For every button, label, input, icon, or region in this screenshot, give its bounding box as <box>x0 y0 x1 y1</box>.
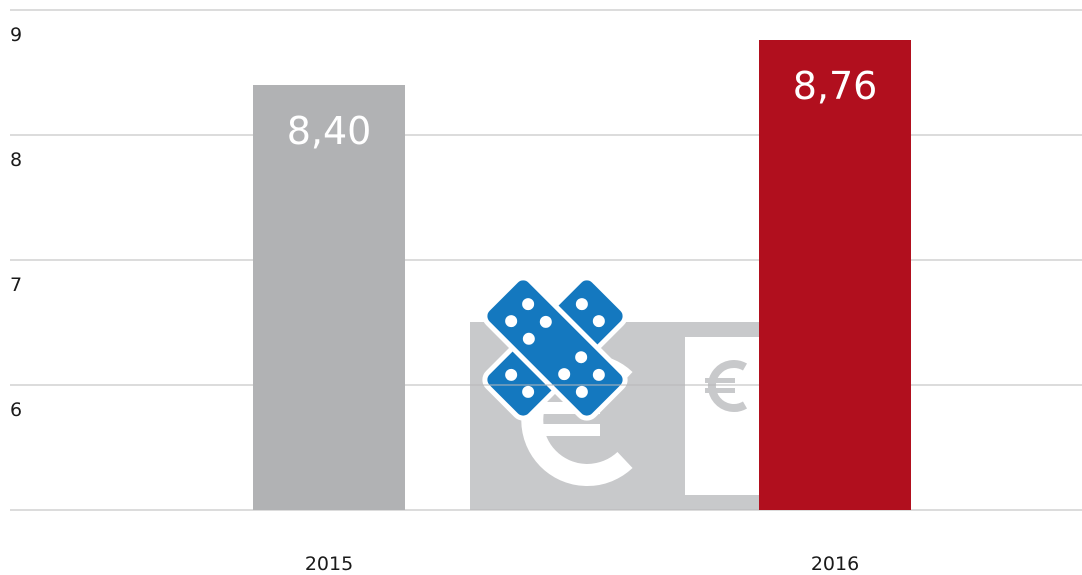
bar <box>253 85 405 510</box>
y-tick-label: 9 <box>10 24 22 46</box>
bar <box>759 40 911 510</box>
x-tick-label: 2015 <box>305 553 353 575</box>
x-tick-label: 2016 <box>811 553 859 575</box>
y-tick-label: 7 <box>10 274 22 296</box>
y-tick-label: 8 <box>10 149 22 171</box>
illustration <box>470 275 785 510</box>
y-tick-label: 6 <box>10 399 22 421</box>
value-label: 8,76 <box>793 64 878 108</box>
value-label: 8,40 <box>287 109 372 153</box>
